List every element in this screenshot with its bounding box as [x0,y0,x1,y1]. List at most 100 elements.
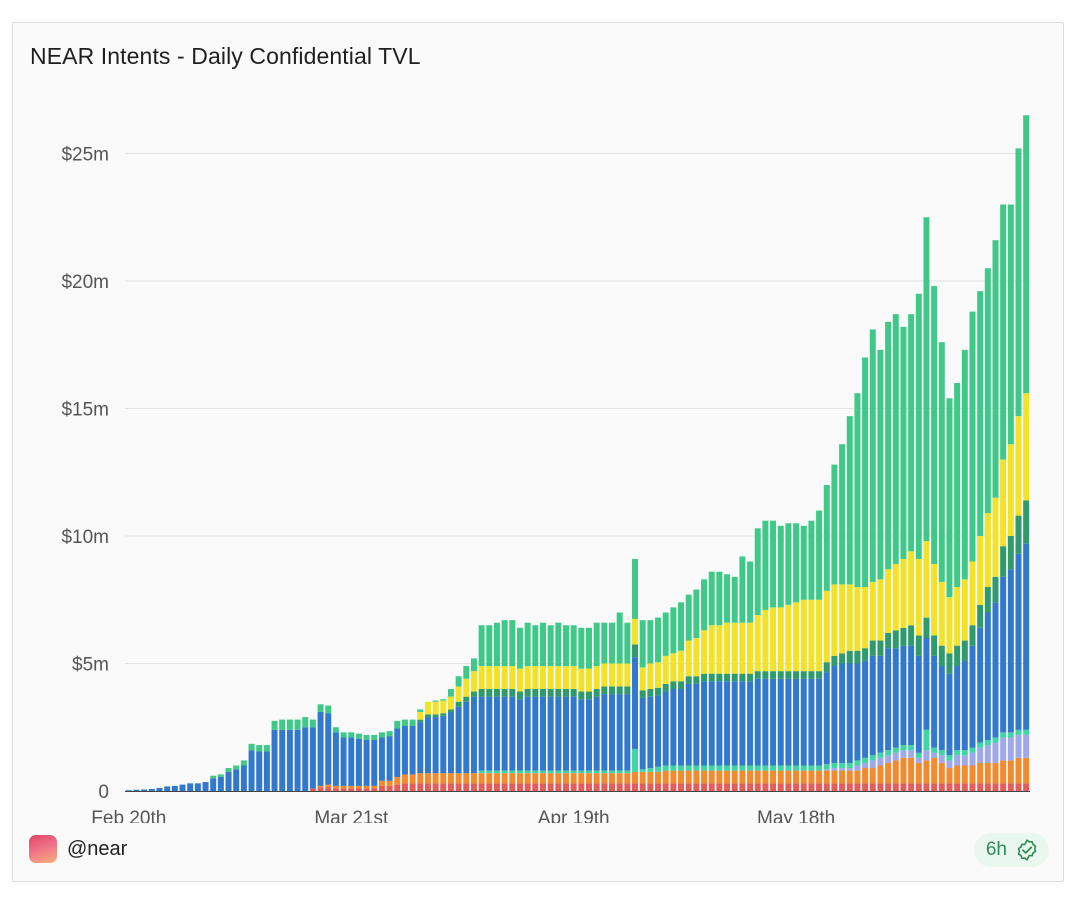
bar-segment-green[interactable] [1023,115,1030,394]
bar-segment-green[interactable] [417,709,424,712]
bar-segment-teal[interactable] [701,765,708,771]
bar-segment-yellow[interactable] [540,666,546,689]
bar-segment-green[interactable] [754,528,761,616]
bar-segment-orange[interactable] [563,773,569,784]
bar-segment-yellow[interactable] [670,653,677,682]
bar-segment-darkgreen[interactable] [455,701,462,707]
bar-segment-teal[interactable] [724,765,731,771]
bar-segment-blue[interactable] [233,769,240,791]
bar-segment-blue[interactable] [570,696,577,771]
bar-segment-red[interactable] [892,783,899,791]
bar-segment-green[interactable] [961,349,968,580]
bar-segment-teal[interactable] [770,765,777,771]
bar-segment-green[interactable] [831,464,838,585]
bar-segment-teal[interactable] [731,765,738,771]
bar-segment-lavender[interactable] [892,752,899,761]
bar-segment-blue[interactable] [969,645,976,748]
bar-segment-green[interactable] [516,627,523,669]
bar-stack[interactable] [609,622,615,791]
bar-segment-darkgreen[interactable] [655,687,662,696]
bar-segment-green[interactable] [532,625,539,667]
bar-segment-yellow[interactable] [616,663,623,687]
bar-segment-blue[interactable] [693,683,700,766]
bar-stack[interactable] [793,523,800,791]
bar-segment-yellow[interactable] [869,581,876,641]
bar-stack[interactable] [747,561,754,792]
bar-segment-red[interactable] [647,783,654,791]
refresh-badge[interactable]: 6h [973,833,1049,867]
bar-segment-green[interactable] [931,286,938,565]
bar-segment-yellow[interactable] [509,666,516,689]
bar-stack[interactable] [662,612,669,792]
bar-segment-red[interactable] [862,783,869,791]
bar-segment-darkgreen[interactable] [946,653,953,674]
bar-segment-red[interactable] [739,783,746,791]
bar-segment-orange[interactable] [1023,757,1030,784]
bar-segment-blue[interactable] [616,694,623,771]
bar-segment-orange[interactable] [609,773,615,784]
bar-segment-red[interactable] [754,783,761,791]
bar-segment-red[interactable] [378,785,385,791]
bar-segment-blue[interactable] [908,645,915,746]
bar-segment-teal[interactable] [823,764,830,770]
bar-stack[interactable] [1023,115,1030,791]
bar-stack[interactable] [447,689,454,791]
bar-segment-red[interactable] [509,783,516,791]
bar-segment-green[interactable] [210,775,217,779]
bar-segment-blue[interactable] [401,725,408,775]
bar-segment-green[interactable] [478,625,485,667]
bar-segment-green[interactable] [271,720,278,730]
bar-stack[interactable] [148,788,155,791]
bar-segment-orange[interactable] [984,762,991,784]
bar-segment-blue[interactable] [1015,553,1022,730]
bar-segment-yellow[interactable] [739,622,746,674]
bar-segment-blue[interactable] [210,778,217,791]
bar-segment-blue[interactable] [555,696,562,771]
bar-stack[interactable] [816,510,823,792]
bar-segment-green[interactable] [401,719,408,726]
bar-stack[interactable] [263,745,270,791]
bar-segment-red[interactable] [447,783,454,791]
bar-segment-teal[interactable] [632,748,639,772]
bar-segment-green[interactable] [747,561,754,623]
bar-segment-darkgreen[interactable] [724,673,731,682]
bar-segment-blue[interactable] [363,740,370,786]
bar-segment-green[interactable] [708,571,715,626]
bar-segment-teal[interactable] [800,765,807,771]
bar-segment-darkgreen[interactable] [793,671,800,679]
bar-segment-blue[interactable] [125,790,132,791]
bar-segment-green[interactable] [1007,204,1014,445]
bar-segment-yellow[interactable] [701,630,708,674]
bar-segment-lavender[interactable] [862,762,869,769]
bar-segment-darkgreen[interactable] [586,691,592,700]
bar-segment-teal[interactable] [1015,729,1022,735]
bar-segment-red[interactable] [716,783,723,791]
bar-segment-red[interactable] [762,783,769,791]
bar-segment-blue[interactable] [271,729,278,791]
bar-segment-yellow[interactable] [977,536,984,605]
bar-segment-yellow[interactable] [578,668,585,692]
bar-segment-blue[interactable] [501,696,508,771]
bar-segment-yellow[interactable] [455,686,462,702]
bar-stack[interactable] [1015,148,1022,791]
bar-segment-green[interactable] [800,525,807,600]
bar-segment-orange[interactable] [662,770,669,784]
bar-segment-lavender[interactable] [984,745,991,763]
bar-segment-darkgreen[interactable] [424,714,431,718]
bar-segment-orange[interactable] [547,773,554,784]
bar-segment-blue[interactable] [532,696,539,771]
bar-segment-darkgreen[interactable] [540,689,546,697]
bar-segment-red[interactable] [793,783,800,791]
bar-segment-green[interactable] [340,732,347,738]
bar-stack[interactable] [509,620,516,791]
bar-segment-green[interactable] [724,574,731,623]
bar-segment-blue[interactable] [984,612,991,741]
bar-segment-green[interactable] [892,314,899,565]
bar-segment-blue[interactable] [286,729,293,791]
bar-segment-green[interactable] [1015,148,1022,417]
bar-segment-blue[interactable] [317,711,324,786]
bar-segment-green[interactable] [440,699,447,701]
bar-stack[interactable] [754,528,761,791]
bar-segment-blue[interactable] [294,729,301,791]
bar-segment-darkgreen[interactable] [800,671,807,679]
